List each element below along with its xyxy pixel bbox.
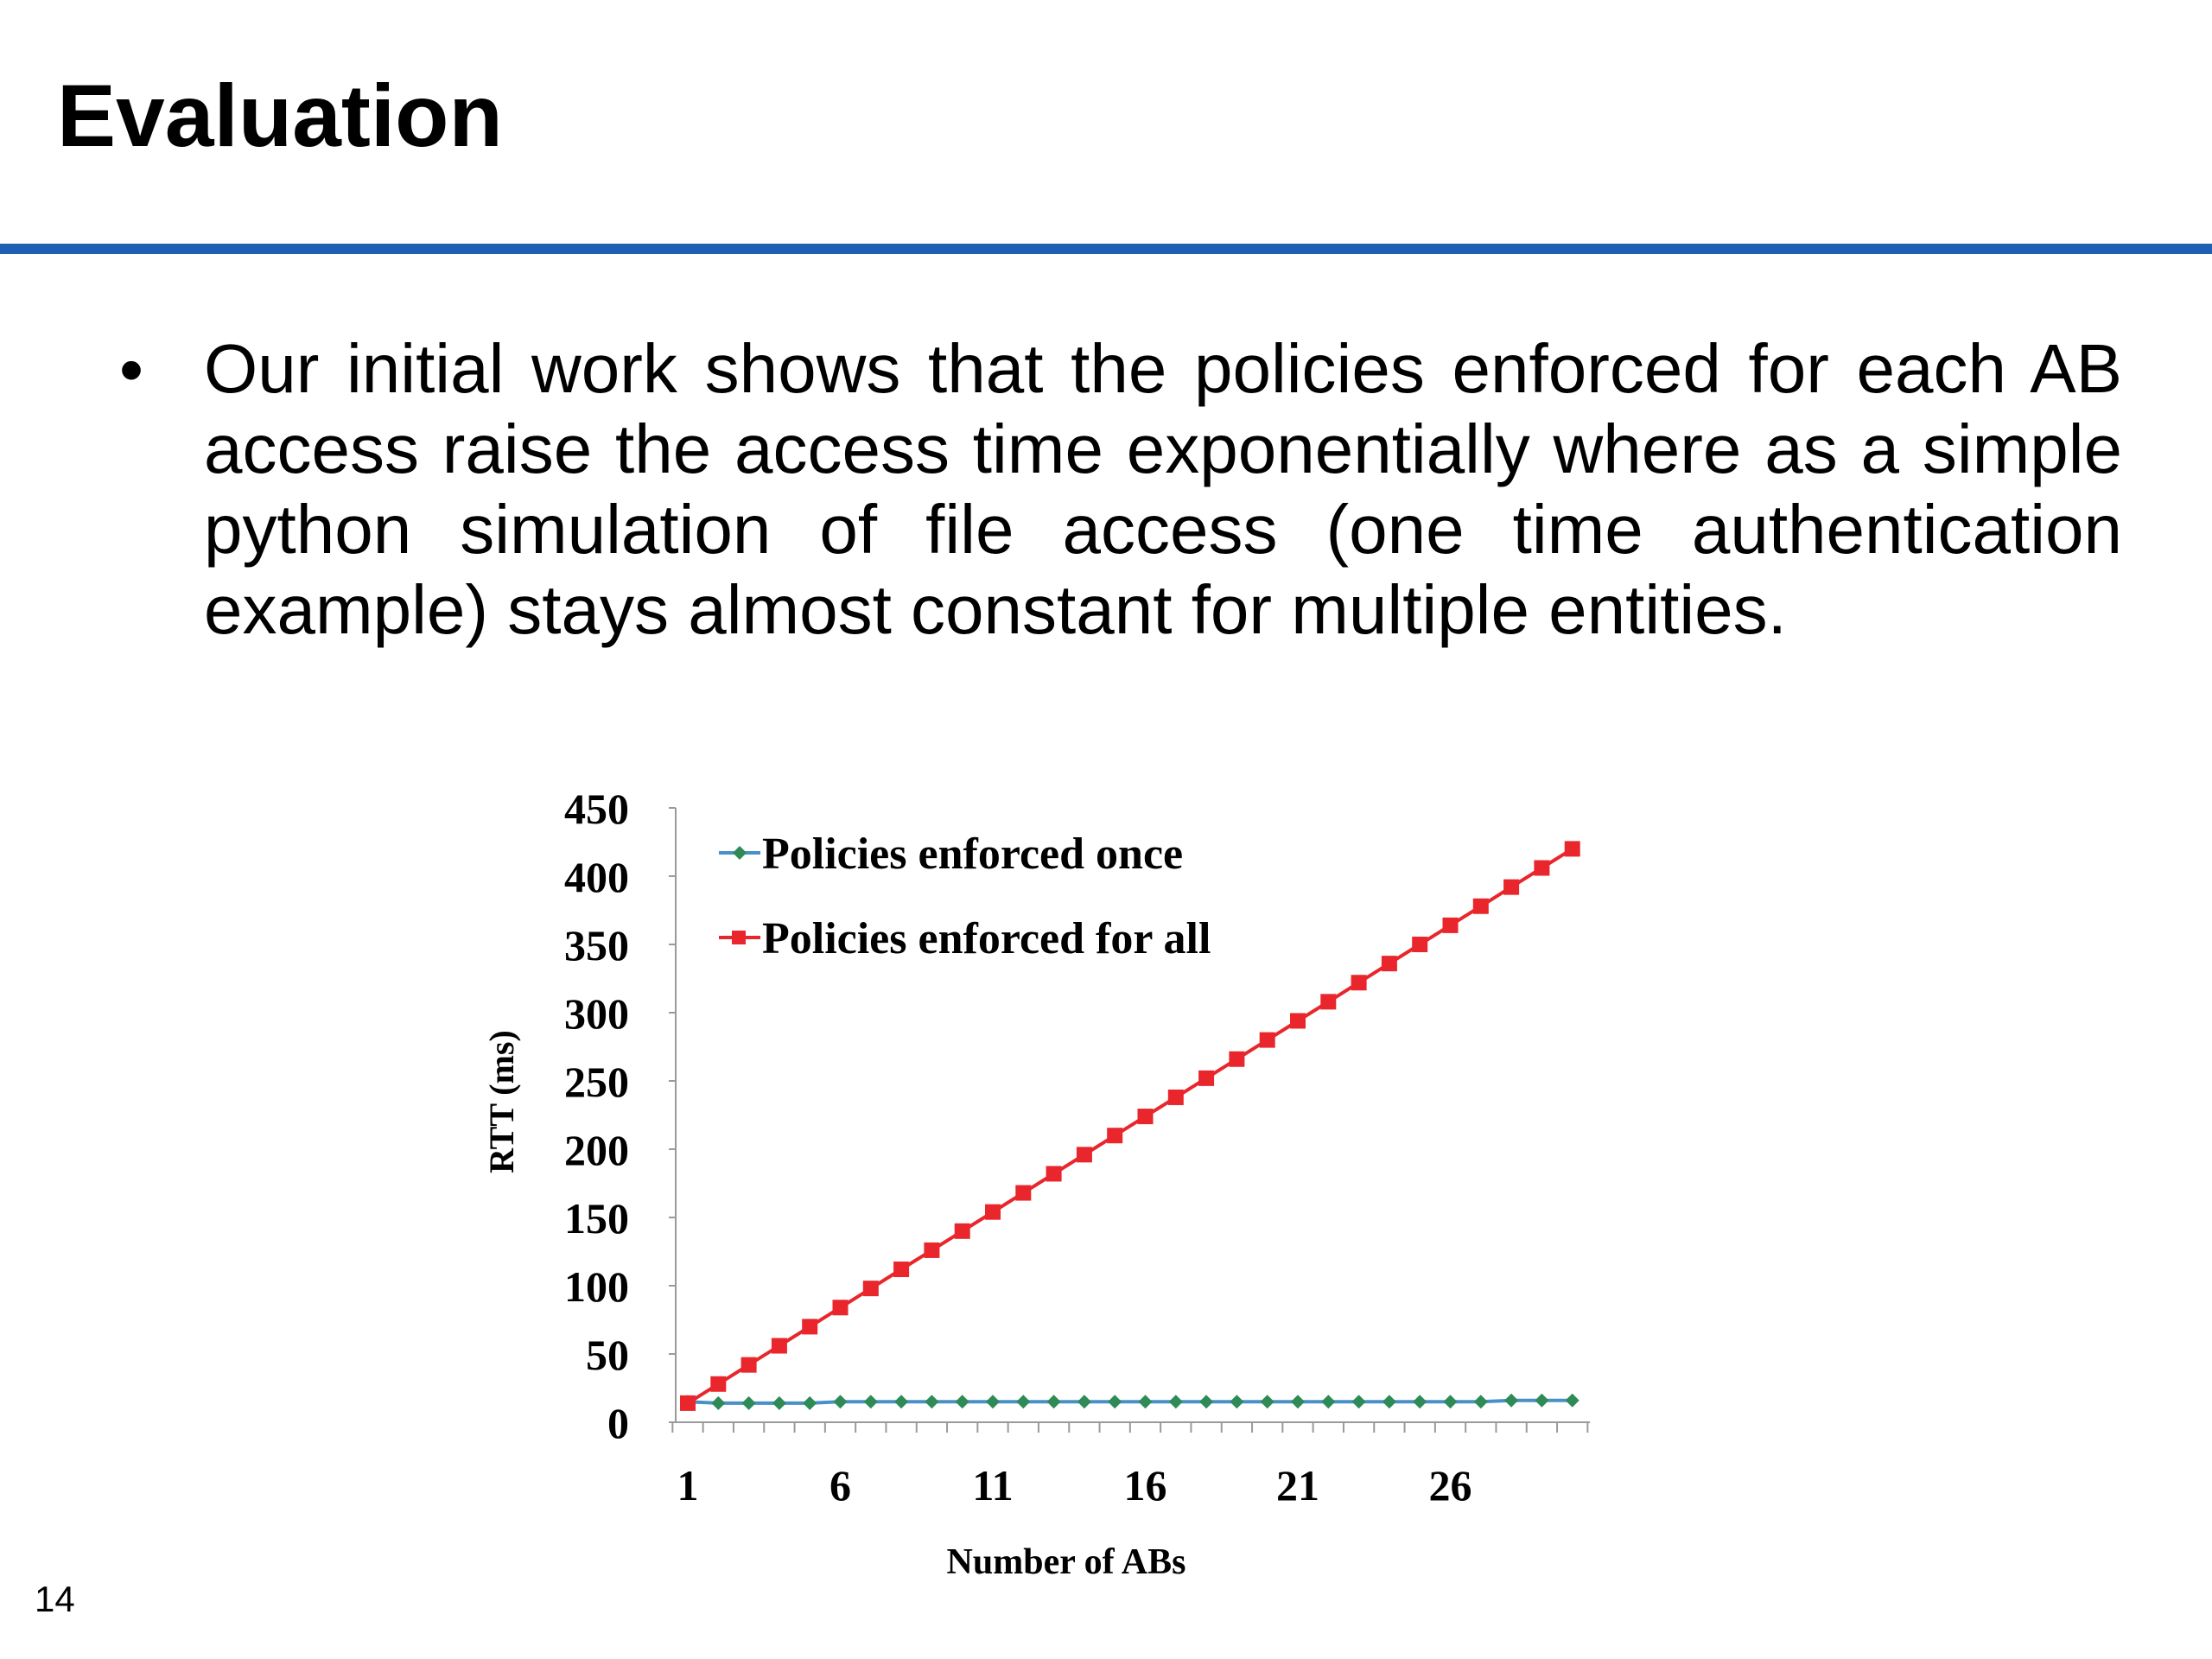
legend-marker-square [732,931,746,944]
data-point-square [832,1300,849,1316]
data-point-diamond [1321,1395,1336,1409]
x-tick-label: 6 [830,1461,851,1510]
data-point-square [1107,1128,1123,1144]
data-point-diamond [1168,1395,1183,1409]
data-point-square [741,1357,757,1373]
data-point-diamond [833,1395,848,1409]
data-point-square [1534,860,1550,876]
data-point-square [1229,1051,1245,1067]
data-point-square [1290,1013,1306,1029]
data-point-square [1503,879,1520,895]
data-point-square [802,1319,818,1335]
chart-axes [675,808,1590,1423]
x-tick-label: 11 [972,1461,1013,1510]
data-point-square [1351,975,1367,991]
data-point-square [862,1281,879,1297]
chart-series [680,841,1580,1411]
y-tick-label: 50 [586,1331,629,1379]
data-point-square [1076,1147,1092,1163]
y-tick-label: 450 [564,785,629,833]
data-point-diamond [1199,1395,1214,1409]
legend-label-1: Policies enforced once [762,830,1183,879]
x-axis-label: Number of ABs [947,1542,1186,1582]
data-point-diamond [1504,1393,1519,1408]
y-tick-label: 0 [607,1399,629,1447]
data-point-square [1412,937,1428,952]
data-point-square [893,1262,910,1278]
series-line-1 [687,1398,1573,1405]
y-axis-label: RTT (ms) [482,1030,521,1173]
y-tick-label: 300 [564,989,629,1038]
data-point-diamond [986,1395,1000,1409]
data-point-diamond [925,1395,939,1409]
data-point-square [1046,1166,1062,1182]
title-divider [0,244,2212,254]
data-point-diamond [1260,1395,1274,1409]
x-tick-label: 1 [677,1461,699,1510]
data-point-square [771,1338,787,1354]
y-axis-ticks: 0 50 100 150 200 250 300 350 400 450 [564,785,676,1447]
data-point-diamond [955,1395,969,1409]
data-point-square [954,1223,970,1239]
data-point-square [1015,1185,1032,1201]
data-point-square [1320,994,1337,1010]
data-point-square [1381,956,1397,972]
data-point-square [1137,1109,1154,1125]
data-point-square [1198,1070,1215,1086]
data-point-diamond [1443,1395,1458,1409]
data-point-diamond [1382,1395,1396,1409]
data-point-diamond [1138,1395,1153,1409]
data-point-diamond [711,1395,726,1410]
data-point-diamond [741,1395,756,1410]
data-point-diamond [803,1395,817,1410]
x-tick-label: 26 [1429,1461,1472,1510]
data-point-diamond [1291,1395,1305,1409]
data-point-diamond [1230,1395,1244,1409]
data-point-square [1472,898,1489,914]
data-point-square [1564,841,1580,857]
data-point-square [680,1395,696,1411]
y-tick-label: 350 [564,921,629,969]
y-tick-label: 250 [564,1058,629,1106]
data-point-diamond [1413,1395,1427,1409]
x-axis-ticks: 1 6 11 16 21 26 [671,1422,1589,1510]
data-point-diamond [894,1395,909,1409]
y-tick-label: 100 [564,1262,629,1311]
slide-title: Evaluation [57,67,503,165]
page-number: 14 [35,1579,75,1619]
data-point-diamond [1046,1395,1061,1409]
data-point-diamond [1473,1395,1488,1409]
data-point-square [1442,917,1459,933]
data-point-diamond [863,1395,878,1409]
bullet-text: Our initial work shows that the policies… [204,330,2122,648]
data-point-diamond [772,1395,786,1410]
data-point-square [1259,1032,1275,1048]
x-tick-label: 21 [1276,1461,1319,1510]
data-point-diamond [1351,1395,1366,1409]
data-point-diamond [1565,1393,1580,1408]
x-tick-label: 16 [1124,1461,1167,1510]
data-point-diamond [1535,1393,1549,1408]
bullet-point-icon: • [119,331,144,408]
data-point-square [985,1204,1001,1220]
data-point-diamond [1016,1395,1031,1409]
data-point-diamond [1077,1395,1091,1409]
y-tick-label: 150 [564,1194,629,1243]
data-point-square [924,1242,940,1258]
data-point-square [710,1376,727,1392]
y-tick-label: 200 [564,1126,629,1174]
chart-legend: Policies enforced once Policies enforced … [719,830,1211,963]
y-tick-label: 400 [564,853,629,901]
data-point-diamond [1108,1395,1122,1409]
legend-marker-diamond [733,846,747,860]
data-point-square [1167,1089,1184,1105]
legend-label-2: Policies enforced for all [762,914,1211,963]
